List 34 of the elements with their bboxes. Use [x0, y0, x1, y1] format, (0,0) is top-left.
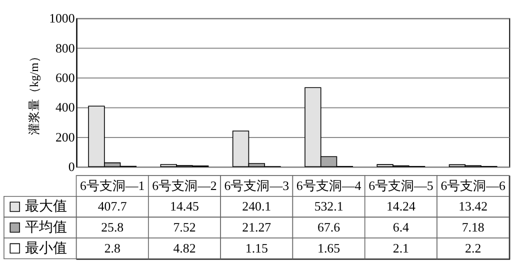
data-label: 6.4	[392, 220, 410, 235]
data-label: 2.8	[104, 241, 120, 256]
data-label: 407.7	[98, 200, 128, 214]
x-tick-label: 6号支洞—3	[224, 178, 289, 193]
data-label: 1.65	[318, 241, 340, 256]
x-tick-label: 6号支洞—5	[368, 178, 434, 193]
data-label: 7.18	[462, 220, 484, 235]
x-tick-label: 6号支洞—6	[440, 178, 506, 193]
legend-label: 最小值	[24, 240, 67, 256]
legend-label: 平均值	[24, 220, 67, 235]
data-label: 4.82	[173, 241, 196, 256]
data-label: 14.24	[386, 200, 416, 214]
data-label: 13.42	[458, 200, 488, 214]
y-tick-label: 400	[55, 100, 75, 115]
data-label: 21.27	[242, 220, 272, 235]
x-tick-label: 6号支洞—1	[80, 178, 145, 193]
data-label: 532.1	[314, 200, 344, 214]
y-axis-title: 灌浆量（kg/m）	[27, 50, 42, 136]
y-tick-label: 1000	[49, 12, 75, 26]
y-tick-label: 600	[55, 70, 75, 85]
data-label: 7.52	[173, 220, 196, 235]
x-tick-label: 6号支洞—2	[152, 178, 217, 193]
data-label: 67.6	[318, 220, 341, 235]
data-label: 240.1	[242, 200, 272, 214]
data-label: 1.15	[245, 241, 268, 256]
data-label: 2.1	[392, 241, 409, 256]
legend-label: 最大值	[24, 198, 67, 214]
y-tick-label: 800	[55, 41, 75, 56]
data-label: 14.45	[170, 200, 199, 214]
data-label: 25.8	[101, 220, 124, 235]
y-tick-label: 0	[68, 160, 75, 174]
data-label: 2.2	[465, 241, 482, 256]
x-tick-label: 6号支洞—4	[296, 178, 362, 193]
y-tick-label: 200	[55, 130, 75, 144]
